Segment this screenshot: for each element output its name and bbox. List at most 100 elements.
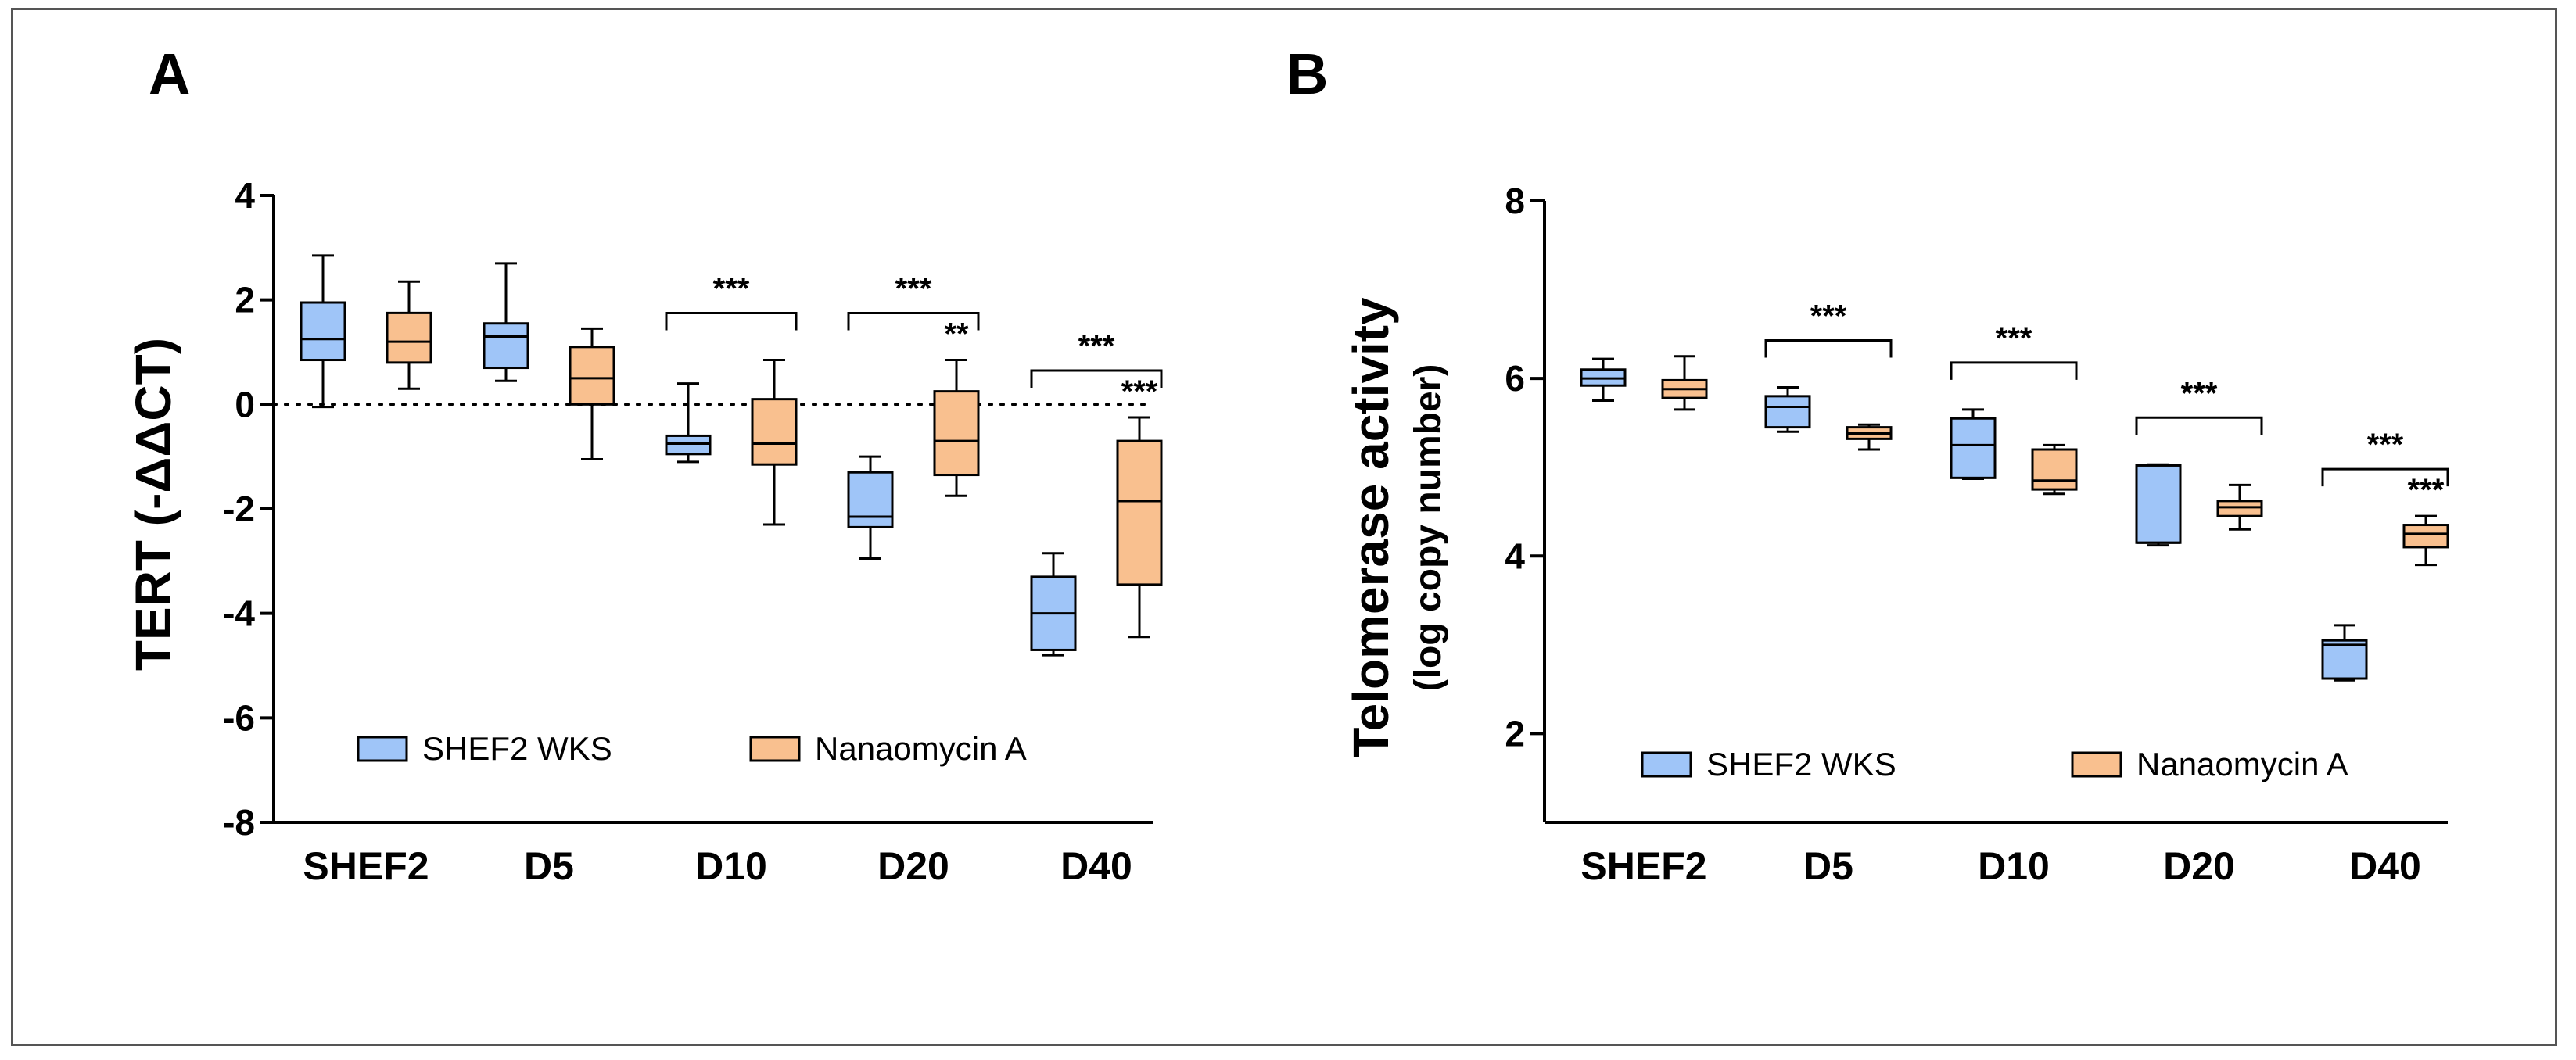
significance-label: ***: [2367, 428, 2404, 462]
panel-b-significance-bracket: ***: [1764, 299, 1893, 358]
panel-b-y-tick-label: 6: [1505, 358, 1525, 399]
bracket-line: [847, 312, 980, 331]
box-iqr: [847, 471, 894, 528]
panel-a-category-label: D40: [1060, 844, 1132, 888]
significance-label: ***: [1996, 321, 2032, 356]
legend-swatch: [357, 736, 408, 762]
box-iqr: [2321, 639, 2368, 680]
panel-b: B Telomerase activity (log copy number) …: [1286, 41, 2449, 888]
box-iqr: [2031, 448, 2078, 491]
panel-a-category-label: D20: [877, 844, 949, 888]
box-iqr: [2402, 524, 2449, 549]
panel-b-category-label: D5: [1803, 844, 1853, 888]
panel-b-significance-star: ***: [2408, 473, 2445, 507]
panel-a-letter: A: [149, 41, 190, 106]
significance-label: ***: [1078, 329, 1115, 363]
panel-a-box-shef2-wks: [483, 262, 529, 382]
panel-a-box-shef2-wks: [300, 254, 346, 409]
box-iqr: [1116, 439, 1163, 586]
panel-a-box-nanaomycin-a: [751, 359, 798, 526]
panel-b-letter: B: [1286, 41, 1328, 106]
panel-a-box-nanaomycin-a: [1116, 416, 1163, 639]
legend-swatch: [749, 736, 801, 762]
panel-b-legend-item: Nanaomycin A: [2071, 746, 2348, 782]
panel-a-significance-star: **: [944, 317, 969, 352]
box-iqr: [751, 398, 798, 466]
panel-a-legend-item: SHEF2 WKS: [357, 730, 612, 767]
significance-label: ***: [713, 272, 750, 306]
panel-a-y-tick-label: 4: [235, 175, 255, 216]
panel-b-box-nanaomycin-a: [1846, 423, 1893, 451]
bracket-line: [1030, 369, 1163, 389]
panel-b-legend-item: SHEF2 WKS: [1641, 746, 1896, 782]
panel-a-y-axis-label: TERT (-ΔΔCT): [125, 338, 181, 671]
significance-label: ***: [1810, 299, 1847, 334]
box-iqr: [2135, 464, 2182, 544]
panel-a-category-label: D5: [524, 844, 574, 888]
panel-a-y-tick-label: 0: [235, 384, 255, 424]
bracket-line: [1764, 339, 1893, 358]
panel-a-y-tick-label: 2: [235, 280, 255, 321]
panel-b-box-nanaomycin-a: [2402, 514, 2449, 567]
significance-label: ***: [2181, 376, 2218, 410]
box-iqr: [933, 390, 980, 477]
panel-a-legend-item: Nanaomycin A: [749, 730, 1027, 767]
legend-label: Nanaomycin A: [2137, 746, 2348, 782]
panel-a-box-shef2-wks: [847, 455, 894, 560]
bracket-line: [1950, 361, 2078, 380]
panel-b-box-shef2-wks: [1580, 357, 1627, 403]
box-iqr: [2216, 500, 2263, 517]
box-iqr: [300, 301, 346, 362]
panel-a-significance-bracket: ***: [1030, 329, 1163, 389]
panel-b-y-tick-label: 4: [1505, 535, 1525, 576]
legend-label: SHEF2 WKS: [1706, 746, 1896, 782]
panel-a-box-nanaomycin-a: [933, 359, 980, 497]
panel-a: A TERT (-ΔΔCT) 4 2 0 -2 -4 -6 -8 SHEF2 D5 D10 D20 D…: [125, 41, 1163, 888]
bracket-line: [665, 312, 798, 331]
panel-a-box-shef2-wks: [1030, 552, 1077, 657]
panel-b-significance-bracket: ***: [2321, 428, 2449, 487]
panel-b-significance-bracket: ***: [2135, 376, 2263, 435]
panel-a-category-label: SHEF2: [303, 844, 429, 888]
panel-b-y-axis-label: Telomerase activity: [1343, 297, 1399, 758]
box-iqr: [1764, 395, 1811, 429]
panel-b-box-nanaomycin-a: [1661, 355, 1708, 411]
panel-a-box-nanaomycin-a: [386, 280, 432, 390]
panel-b-category-label: SHEF2: [1580, 844, 1706, 888]
box-iqr: [665, 434, 712, 456]
panel-a-y-tick-label: -4: [223, 593, 255, 634]
box-iqr: [386, 311, 432, 364]
panel-a-y-tick-label: -2: [223, 489, 255, 529]
panel-b-significance-bracket: ***: [1950, 321, 2078, 380]
panel-b-category-label: D10: [1978, 844, 2050, 888]
legend-swatch: [2071, 751, 2122, 778]
box-iqr: [1950, 417, 1997, 479]
figure-frame: [11, 8, 2557, 1046]
panel-a-y-tick-label: -8: [223, 802, 255, 843]
panel-b-box-nanaomycin-a: [2031, 443, 2078, 496]
panel-b-y-axis-sublabel: (log copy number): [1408, 364, 1449, 692]
panel-a-box-shef2-wks: [665, 382, 712, 464]
panel-b-category-label: D40: [2349, 844, 2421, 888]
legend-swatch: [1641, 751, 1692, 778]
panel-a-significance-bracket: ***: [847, 272, 980, 331]
legend-label: SHEF2 WKS: [422, 730, 612, 767]
panel-a-significance-star: ***: [1121, 374, 1158, 409]
panel-b-box-nanaomycin-a: [2216, 483, 2263, 531]
box-iqr: [569, 346, 615, 406]
panel-a-box-nanaomycin-a: [569, 327, 615, 461]
panel-a-significance-bracket: ***: [665, 272, 798, 331]
panel-b-box-shef2-wks: [1950, 408, 1997, 480]
bracket-line: [2135, 416, 2263, 435]
panel-a-category-label: D10: [695, 844, 767, 888]
panel-b-box-shef2-wks: [2135, 463, 2182, 547]
panel-b-y-tick-label: 2: [1505, 713, 1525, 754]
panel-b-box-shef2-wks: [1764, 386, 1811, 433]
panel-b-box-shef2-wks: [2321, 624, 2368, 682]
bracket-line: [2321, 467, 2449, 487]
legend-label: Nanaomycin A: [815, 730, 1027, 767]
panel-a-y-tick-label: -6: [223, 697, 255, 738]
